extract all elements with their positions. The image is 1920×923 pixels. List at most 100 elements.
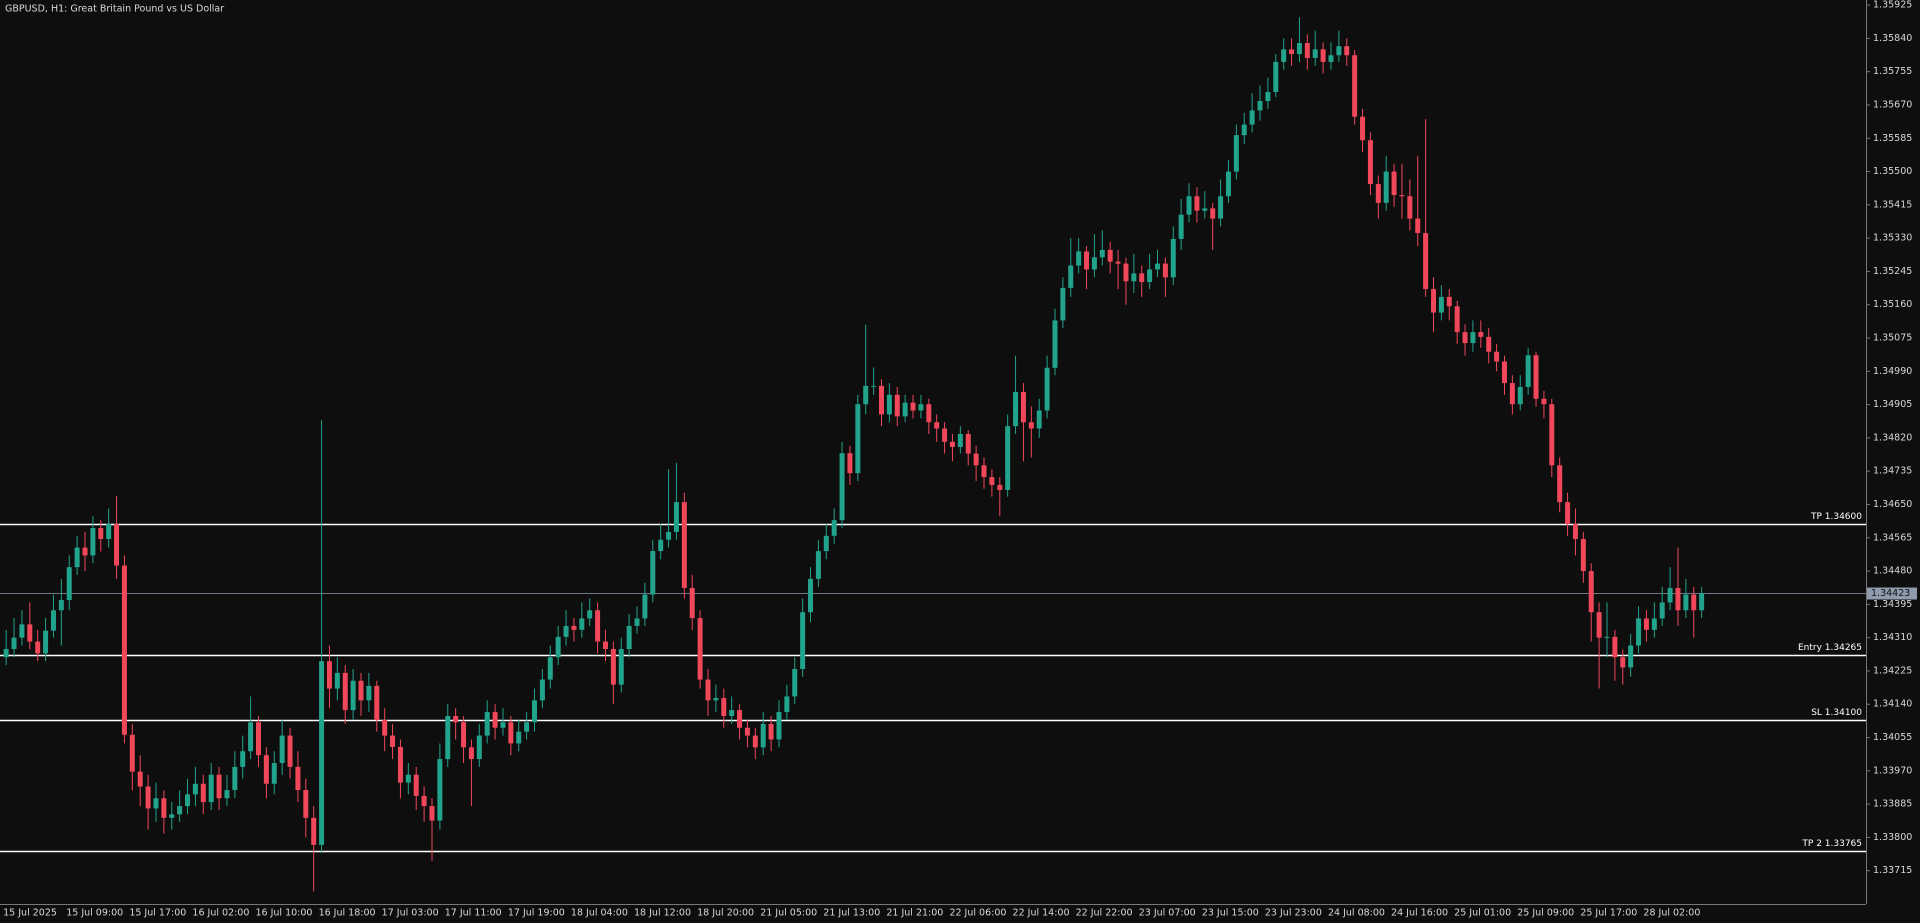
candle-body bbox=[1360, 116, 1366, 141]
candle-body bbox=[918, 404, 924, 411]
candle-body bbox=[1068, 265, 1074, 288]
candle-body bbox=[1028, 422, 1034, 429]
candle-body bbox=[1478, 332, 1484, 337]
candle-body bbox=[965, 433, 971, 454]
candle-body bbox=[390, 735, 396, 747]
candle-body bbox=[484, 712, 490, 736]
candle-body bbox=[839, 453, 845, 521]
y-tick-label: 1.34395 bbox=[1873, 599, 1912, 610]
candle-body bbox=[1320, 49, 1326, 62]
candle-body bbox=[374, 685, 380, 720]
y-tick-label: 1.35160 bbox=[1873, 299, 1912, 310]
y-tick-label: 1.34905 bbox=[1873, 399, 1912, 410]
candle-body bbox=[248, 722, 254, 752]
candle-body bbox=[910, 402, 916, 411]
x-tick-label: 25 Jul 09:00 bbox=[1517, 908, 1574, 919]
y-tick-label: 1.34565 bbox=[1873, 532, 1912, 543]
candle-body bbox=[997, 484, 1003, 490]
y-tick-label: 1.33970 bbox=[1873, 765, 1912, 776]
candle-body bbox=[957, 433, 963, 447]
candle-body bbox=[1162, 263, 1168, 278]
candle-body bbox=[1391, 171, 1397, 196]
candle-body bbox=[1636, 618, 1642, 646]
candle-body bbox=[973, 453, 979, 466]
candle-body bbox=[1296, 43, 1302, 55]
x-tick-label: 24 Jul 16:00 bbox=[1391, 908, 1448, 919]
y-tick-label: 1.34820 bbox=[1873, 432, 1912, 443]
candle-body bbox=[1628, 645, 1634, 668]
candle-body bbox=[1304, 43, 1310, 58]
y-tick-label: 1.35245 bbox=[1873, 266, 1912, 277]
candle-body bbox=[1273, 61, 1279, 93]
x-tick-label: 17 Jul 03:00 bbox=[382, 908, 439, 919]
candle-body bbox=[650, 551, 656, 595]
candle-body bbox=[831, 520, 837, 536]
candle-body bbox=[1667, 587, 1673, 603]
x-tick-label: 24 Jul 08:00 bbox=[1328, 908, 1385, 919]
candle-body bbox=[74, 547, 80, 568]
y-tick-label: 1.34310 bbox=[1873, 632, 1912, 643]
candle-body bbox=[697, 618, 703, 680]
y-tick-label: 1.34055 bbox=[1873, 732, 1912, 743]
candle-body bbox=[1383, 171, 1389, 203]
candle-body bbox=[114, 524, 120, 566]
candle-body bbox=[886, 394, 892, 415]
candle-body bbox=[461, 722, 467, 748]
candle-body bbox=[776, 712, 782, 740]
candle-body bbox=[382, 719, 388, 736]
candle-body bbox=[1241, 124, 1247, 136]
x-tick-label: 21 Jul 21:00 bbox=[886, 908, 943, 919]
candle-body bbox=[1344, 46, 1350, 56]
candle-body bbox=[1233, 135, 1239, 172]
candle-body bbox=[792, 668, 798, 697]
candle-body bbox=[926, 404, 932, 423]
candle-body bbox=[658, 539, 664, 552]
candle-body bbox=[437, 759, 443, 821]
candle-body bbox=[185, 794, 191, 807]
candle-body bbox=[1178, 214, 1184, 239]
candle-body bbox=[35, 641, 41, 654]
candle-body bbox=[1076, 251, 1082, 266]
candle-body bbox=[43, 630, 49, 654]
candle-body bbox=[66, 567, 72, 601]
candle-body bbox=[855, 404, 861, 474]
candle-body bbox=[587, 610, 593, 619]
candle-body bbox=[169, 814, 175, 818]
x-tick-label: 25 Jul 01:00 bbox=[1454, 908, 1511, 919]
candle-body bbox=[713, 697, 719, 701]
candle-body bbox=[1612, 636, 1618, 658]
candle-body bbox=[208, 774, 214, 803]
candle-body bbox=[445, 715, 451, 760]
candle-body bbox=[1691, 594, 1697, 611]
candle-body bbox=[1549, 404, 1555, 466]
candle-body bbox=[721, 697, 727, 716]
candle-body bbox=[106, 524, 112, 539]
candle-body bbox=[303, 790, 309, 818]
candle-body bbox=[571, 625, 577, 630]
candle-body bbox=[1170, 238, 1176, 278]
candle-body bbox=[500, 722, 506, 728]
candle-body bbox=[673, 502, 679, 532]
x-tick-label: 21 Jul 05:00 bbox=[760, 908, 817, 919]
candle-body bbox=[1675, 587, 1681, 611]
candle-body bbox=[1289, 49, 1295, 55]
candle-body bbox=[800, 612, 806, 669]
candle-body bbox=[634, 618, 640, 626]
candle-body bbox=[705, 679, 711, 701]
candle-body bbox=[1036, 410, 1042, 429]
candle-body bbox=[563, 625, 569, 637]
y-tick-label: 1.35585 bbox=[1873, 133, 1912, 144]
x-tick-label: 15 Jul 2025 bbox=[3, 908, 57, 919]
y-tick-label: 1.35330 bbox=[1873, 233, 1912, 244]
candle-body bbox=[334, 672, 340, 689]
x-tick-label: 28 Jul 02:00 bbox=[1643, 908, 1700, 919]
x-tick-label: 23 Jul 15:00 bbox=[1202, 908, 1259, 919]
candle-body bbox=[579, 618, 585, 630]
x-tick-label: 17 Jul 11:00 bbox=[445, 908, 502, 919]
x-tick-label: 17 Jul 19:00 bbox=[508, 908, 565, 919]
candle-body bbox=[934, 422, 940, 429]
candle-body bbox=[232, 766, 238, 791]
candle-body bbox=[752, 735, 758, 748]
candle-body bbox=[871, 385, 877, 387]
